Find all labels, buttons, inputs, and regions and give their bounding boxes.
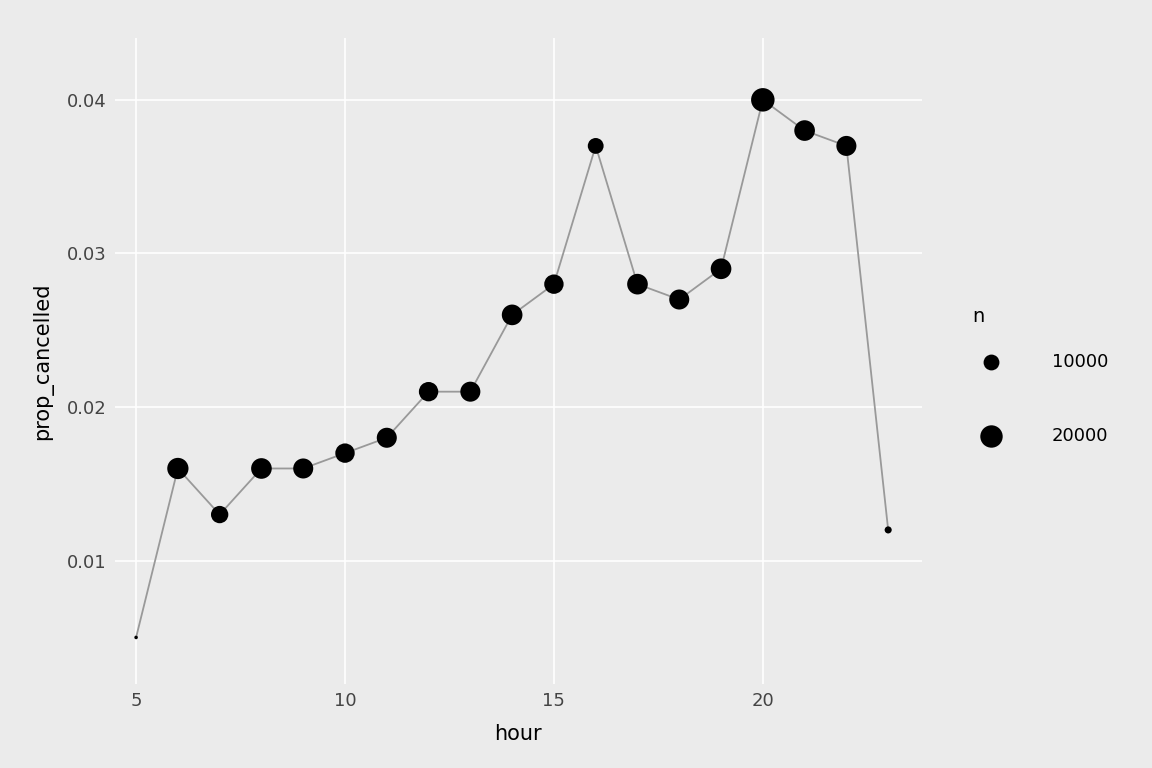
Point [127,631,145,644]
Point [712,263,730,275]
Point [879,524,897,536]
Point [795,124,813,137]
Point [628,278,646,290]
Point [335,447,354,459]
Point [419,386,438,398]
Point [378,432,396,444]
Point [586,140,605,152]
Point [252,462,271,475]
Text: 20000: 20000 [1052,426,1108,445]
Text: 10000: 10000 [1052,353,1108,371]
Point [838,140,856,152]
Point [503,309,522,321]
Point [211,508,229,521]
X-axis label: hour: hour [494,723,543,743]
Point [168,462,187,475]
Point [545,278,563,290]
Point [753,94,772,106]
Y-axis label: prop_cancelled: prop_cancelled [32,282,53,440]
Point [461,386,479,398]
Point [294,462,312,475]
Text: n: n [972,306,985,326]
Point [670,293,689,306]
